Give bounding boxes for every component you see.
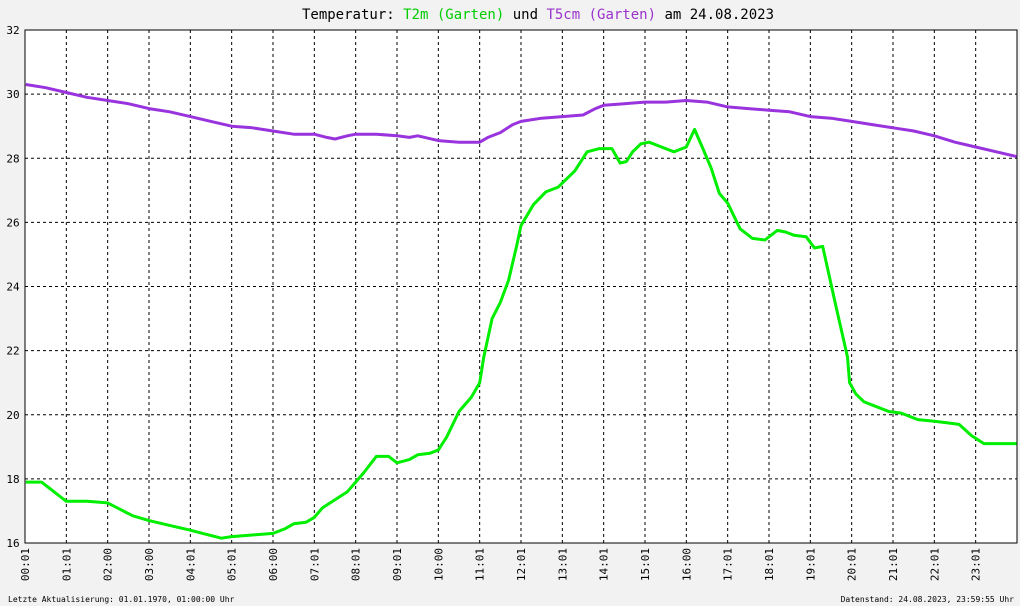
x-tick-label: 13:01 [556,548,569,581]
title-part-series1: T2m (Garten) [403,7,504,23]
x-tick-label: 19:01 [804,548,817,581]
x-tick-label: 02:00 [102,548,115,581]
y-tick-label: 20 [6,409,19,422]
y-tick-label: 30 [6,88,19,101]
plot-area [24,29,1018,544]
y-tick-label: 28 [6,152,19,165]
title-part-series2: T5cm (Garten) [546,7,656,23]
footer-last-update: Letzte Aktualisierung: 01.01.1970, 01:00… [8,595,235,604]
y-tick-label: 16 [6,537,19,550]
y-tick-label: 32 [6,24,19,37]
y-tick-label: 26 [6,216,19,229]
x-tick-label: 18:01 [763,548,776,581]
y-tick-label: 22 [6,345,19,358]
x-tick-label: 14:01 [598,548,611,581]
x-tick-label: 15:01 [639,548,652,581]
x-tick-label: 11:01 [474,548,487,581]
series-line-1 [25,127,1017,540]
x-tick-label: 07:01 [308,548,321,581]
series-line-2 [25,83,1017,159]
x-tick-label: 08:01 [350,548,363,581]
y-axis-tick-labels: 16 18 20 22 24 26 28 30 32 [6,24,20,550]
title-part-suffix: am 24.08.2023 [656,7,774,23]
x-tick-label: 01:01 [60,548,73,581]
x-tick-label: 06:00 [267,548,280,581]
x-tick-label: 12:01 [515,548,528,581]
x-tick-label: 16:00 [680,548,693,581]
x-tick-label: 22:01 [928,548,941,581]
y-tick-label: 18 [6,473,19,486]
title-part-prefix: Temperatur: [302,7,403,23]
x-tick-label: 09:01 [391,548,404,581]
chart-title: Temperatur: T2m (Garten) und T5cm (Garte… [302,7,774,23]
x-tick-label: 04:01 [184,548,197,581]
x-tick-label: 20:01 [846,548,859,581]
footer-data-status: Datenstand: 24.08.2023, 23:59:55 Uhr [841,595,1015,604]
x-axis-tick-labels: 00:01 01:01 02:00 03:00 04:01 05:01 06:00 07:01… [19,548,983,581]
series-lines [25,83,1017,540]
x-tick-label: 23:01 [970,548,983,581]
x-tick-label: 10:00 [432,548,445,581]
x-tick-label: 00:01 [19,548,32,581]
y-tick-label: 24 [6,281,20,294]
x-tick-label: 17:01 [722,548,735,581]
x-tick-label: 05:01 [226,548,239,581]
title-part-joiner: und [504,7,546,23]
x-tick-label: 21:01 [887,548,900,581]
x-tick-label: 03:00 [143,548,156,581]
